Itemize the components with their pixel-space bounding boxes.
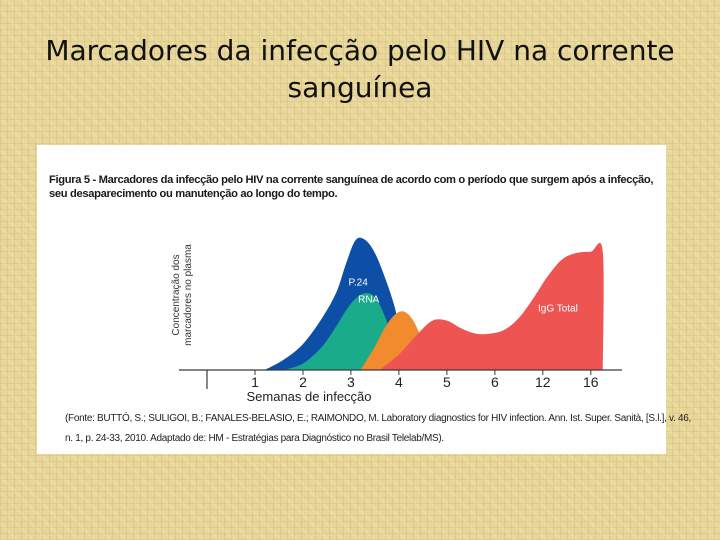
figure-caption: Figura 5 - Marcadores da infecção pelo H… — [49, 173, 661, 201]
slide-title-line-2: sanguínea — [287, 71, 433, 104]
figure-source-line-2: n. 1, p. 24-33, 2010. Adaptado de: HM - … — [65, 433, 444, 444]
series-labels: RNA P.24 IgM IgG Total — [349, 271, 578, 315]
x-tick-label: 2 — [299, 374, 307, 390]
figure-caption-line-2: seu desaparecimento ou manutenção ao lon… — [49, 188, 338, 200]
x-axis-label: Semanas de infecção — [246, 389, 371, 404]
x-tick-label: 12 — [535, 374, 551, 390]
slide-title: Marcadores da infecção pelo HIV na corre… — [30, 32, 690, 106]
x-tick-label: 4 — [395, 374, 403, 390]
x-tick-label: 5 — [443, 374, 451, 390]
x-tick-label: 6 — [491, 374, 499, 390]
y-axis-label-line-2: marcadores no plasma — [183, 244, 194, 346]
series-label-rna: RNA — [358, 294, 379, 305]
figure-source-line-1: (Fonte: BUTTÓ, S.; SULIGOI, B.; FANALES-… — [65, 413, 691, 424]
chart-areas — [264, 237, 604, 370]
series-label-igg-total: IgG Total — [538, 304, 578, 315]
x-tick-label: 16 — [583, 374, 599, 390]
series-label-p-24: P.24 — [349, 278, 369, 289]
x-tick-label: 3 — [347, 374, 355, 390]
slide-title-line-1: Marcadores da infecção pelo HIV na corre… — [45, 34, 675, 67]
x-ticks: 1 2 3 4 5 6 12 16 — [251, 370, 599, 390]
x-tick-label: 1 — [251, 374, 259, 390]
y-axis-label: Concentração dos marcadores no plasma — [171, 244, 194, 346]
figure-source: (Fonte: BUTTÓ, S.; SULIGOI, B.; FANALES-… — [65, 409, 691, 449]
area-igg-total — [379, 242, 604, 370]
figure-panel: Figura 5 - Marcadores da infecção pelo H… — [37, 145, 691, 454]
figure-caption-line-1: Figura 5 - Marcadores da infecção pelo H… — [49, 174, 654, 186]
y-axis-label-line-1: Concentração dos — [171, 254, 182, 335]
series-label-igm: IgM — [401, 271, 418, 282]
